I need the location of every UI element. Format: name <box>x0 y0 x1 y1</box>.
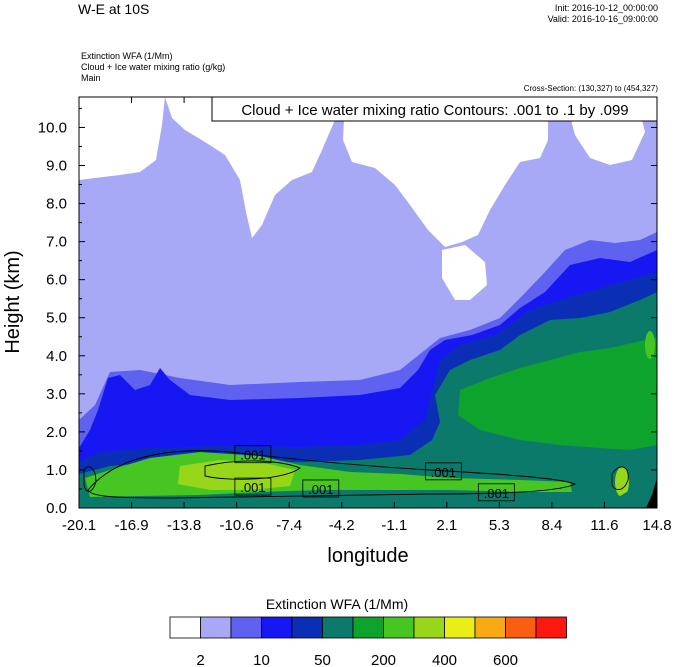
aerosol-peak-right <box>645 331 655 359</box>
contour-label: .001 <box>424 462 462 481</box>
contour-info-box: Cloud + Ice water mixing ratio Contours:… <box>211 96 658 122</box>
svg-text:.001: .001 <box>308 482 333 497</box>
clear-air-region-west <box>79 97 165 180</box>
contour-label: .001 <box>234 477 272 496</box>
contour-lines <box>83 450 629 499</box>
clear-air-region-center <box>343 97 555 247</box>
colorbar-swatch <box>261 616 293 639</box>
field-name: Extinction WFA (1/Mm) <box>81 51 173 61</box>
svg-text:.001: .001 <box>484 486 509 501</box>
colorbar-tick-label: 200 <box>371 652 396 667</box>
colorbar-swatch <box>383 616 415 639</box>
x-tick-label: -13.8 <box>167 517 201 534</box>
colorbar-swatch <box>230 616 262 639</box>
y-tick-label: 4.0 <box>46 348 67 365</box>
aerosol-layer-green <box>458 338 657 450</box>
colorbar-swatch <box>505 616 537 639</box>
colorbar-swatch <box>474 616 506 639</box>
colorbar-swatch <box>169 616 201 639</box>
colorbar-swatch <box>291 616 323 639</box>
clear-air-region-top <box>165 97 345 238</box>
x-tick-label: 11.6 <box>590 517 618 534</box>
x-tick-label: 2.1 <box>436 517 457 534</box>
colorbar-tick-label: 10 <box>253 652 270 667</box>
x-axis: -20.1 -16.9 -13.8 -10.6 -7.4 -4.2 -1.1 2.1 5.3 8.… <box>62 97 672 534</box>
contour-label: .001 <box>234 445 272 464</box>
y-tick-label: 2.0 <box>46 424 67 441</box>
extinction-field <box>79 97 657 508</box>
contour-field-name: Cloud + Ice water mixing ratio (g/kg) <box>81 62 226 72</box>
y-tick-label: 7.0 <box>46 234 67 251</box>
y-axis-label: Height (km) <box>2 250 24 353</box>
contour-line-main <box>87 450 577 499</box>
cross-section-label: Cross-Section: (130,327) to (454,327) <box>523 84 658 93</box>
contour-info-text: Cloud + Ice water mixing ratio Contours:… <box>241 102 628 119</box>
domain-name: Main <box>81 73 101 83</box>
y-tick-label: 10.0 <box>38 119 67 136</box>
x-axis-label: longitude <box>327 545 408 567</box>
x-tick-label: -16.9 <box>114 517 148 534</box>
colorbar-swatch <box>413 616 445 639</box>
x-tick-label: -7.4 <box>276 517 302 534</box>
svg-text:.001: .001 <box>240 448 265 463</box>
x-tick-label: 8.4 <box>541 517 562 534</box>
y-tick-label: 1.0 <box>46 462 67 479</box>
colorbar-tick-label: 400 <box>432 652 457 667</box>
y-tick-label: 8.0 <box>46 196 67 213</box>
y-tick-label: 0.0 <box>46 500 67 517</box>
colorbar-swatch <box>200 616 232 639</box>
terrain <box>646 478 657 508</box>
clear-air-region-plume <box>442 245 487 300</box>
colorbar-swatch <box>322 616 354 639</box>
y-axis: 0.0 1.0 2.0 3.0 4.0 5.0 6.0 7.0 8.0 9.0 10.0 <box>38 107 657 517</box>
x-tick-label: -1.1 <box>381 517 407 534</box>
y-tick-label: 6.0 <box>46 272 67 289</box>
svg-text:.001: .001 <box>431 465 456 480</box>
contour-labels: .001 .001 .001 .001 .001 <box>234 445 515 502</box>
contour-line-west <box>83 466 97 492</box>
contour-line-east <box>611 466 629 490</box>
colorbar-tick-label: 2 <box>196 652 204 667</box>
x-tick-label: 14.8 <box>642 517 671 534</box>
x-tick-label: -20.1 <box>62 517 96 534</box>
contour-line-center <box>204 460 301 480</box>
colorbar-swatch <box>535 616 567 639</box>
colorbar-tick-label: 600 <box>493 652 518 667</box>
surface-layer-dark <box>600 470 657 508</box>
x-tick-label: -4.2 <box>329 517 355 534</box>
y-tick-label: 5.0 <box>46 310 67 327</box>
x-tick-label: 5.3 <box>489 517 510 534</box>
x-tick-label: -10.6 <box>220 517 254 534</box>
colorbar-tick-label: 50 <box>314 652 331 667</box>
colorbar-swatch <box>352 616 384 639</box>
y-tick-label: 3.0 <box>46 386 67 403</box>
plot-title: W-E at 10S <box>78 1 150 17</box>
init-time: Init: 2016-10-12_00:00:00 <box>554 3 658 13</box>
contour-label: .001 <box>302 479 340 498</box>
svg-text:.001: .001 <box>240 480 265 495</box>
valid-time: Valid: 2016-10-16_09:00:00 <box>547 14 658 24</box>
aerosol-layer-teal <box>79 292 657 508</box>
y-tick-label: 9.0 <box>46 158 67 175</box>
colorbar-title: Extinction WFA (1/Mm) <box>265 596 409 612</box>
colorbar: 2 10 50 200 400 600 <box>169 616 567 667</box>
contour-label: .001 <box>477 483 515 502</box>
aerosol-core-yellowgreen <box>178 460 295 490</box>
colorbar-swatch <box>444 616 476 639</box>
